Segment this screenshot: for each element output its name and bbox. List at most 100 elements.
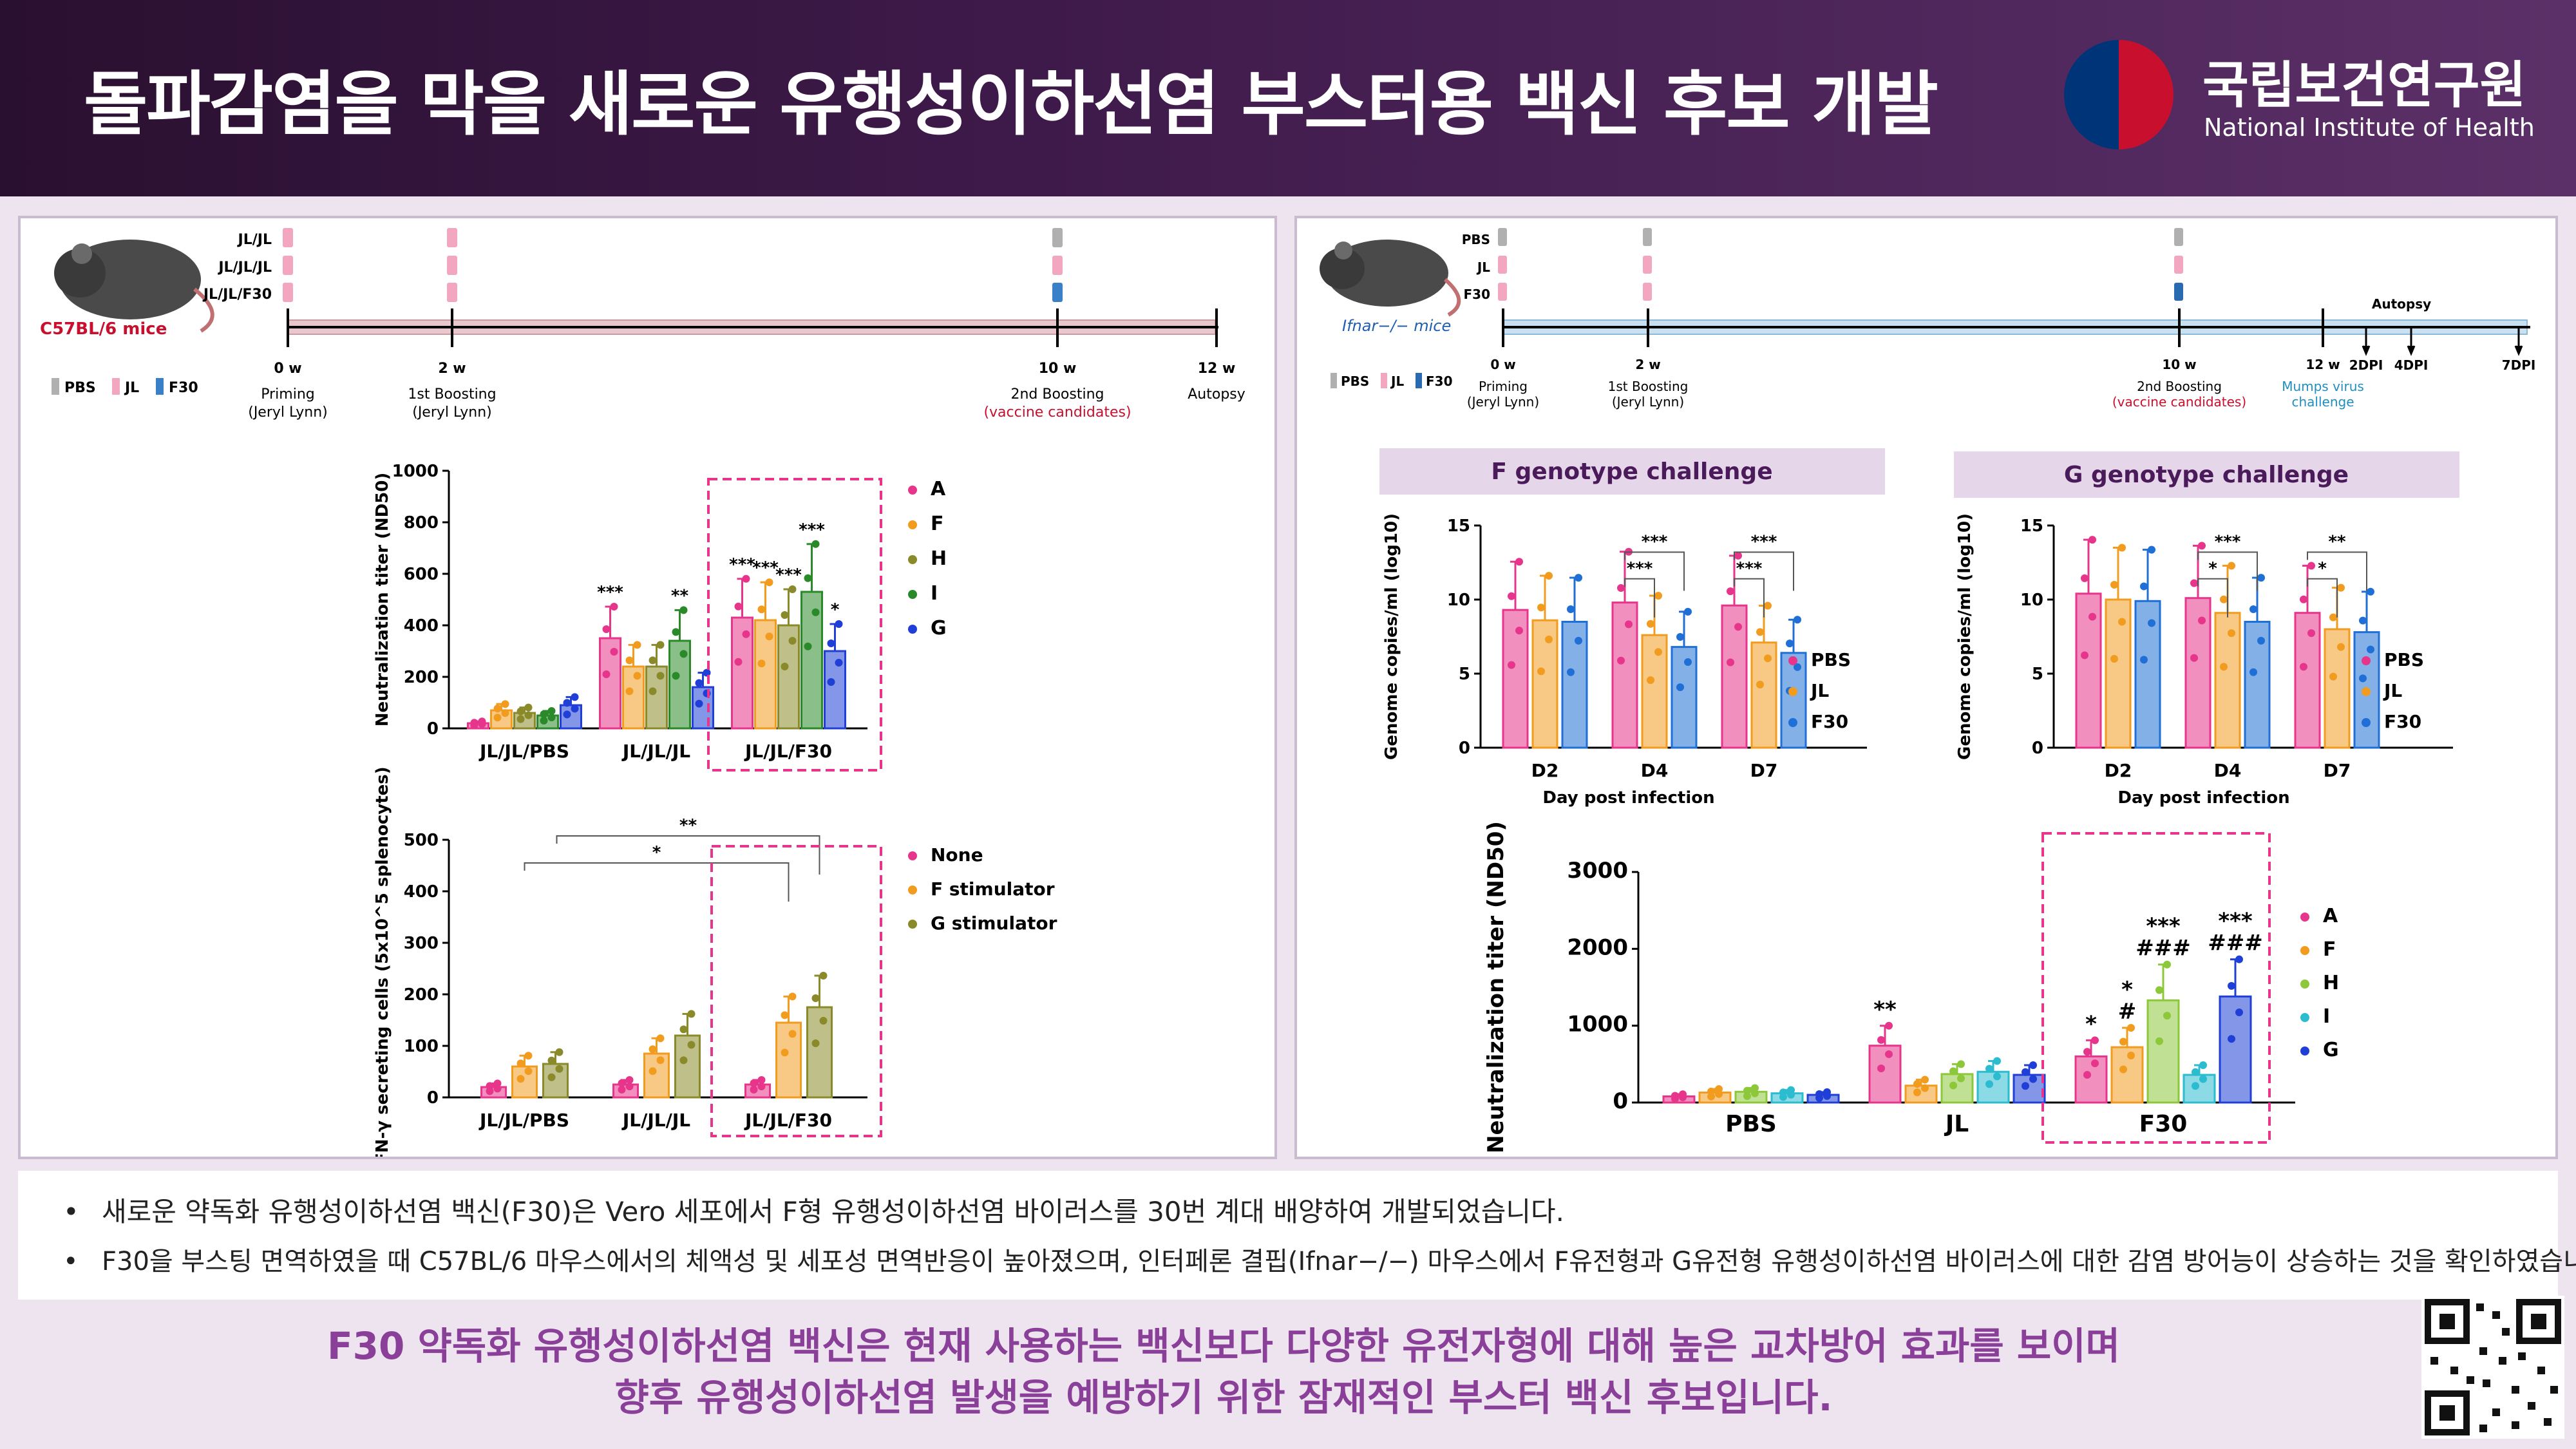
- neutralization-chart-ifnar: 0 1000 2000 3000 Neutralization titer (ND50)…: [1483, 821, 2339, 1153]
- chart-title: G genotype challenge: [2064, 462, 2349, 488]
- bar: [1750, 641, 1777, 749]
- data-point: [2367, 587, 2374, 596]
- data-point: [1537, 667, 1545, 676]
- data-point: [625, 1076, 634, 1084]
- legend-marker: [908, 920, 917, 929]
- significance-label: ***: [752, 558, 779, 578]
- y-tick-label: 5: [1459, 665, 1470, 684]
- autopsy-arrow: [2362, 328, 2371, 356]
- y-tick-label: 600: [404, 565, 439, 584]
- legend-label: JL: [1810, 680, 1829, 701]
- bullet: •: [63, 1196, 79, 1227]
- bar: [775, 1021, 802, 1099]
- y-axis-label: Genome copies/ml (log10): [1955, 513, 1975, 760]
- significance-label: ***: [1642, 532, 1668, 551]
- y-axis-label: Genome copies/ml (log10): [1382, 513, 1401, 760]
- chart-title-bar: [1954, 451, 2459, 498]
- data-point: [478, 717, 486, 726]
- data-point: [656, 641, 665, 649]
- data-point: [1537, 603, 1545, 612]
- x-tick-label: JL/JL/PBS: [478, 741, 569, 762]
- timeline-time: 10 w: [1039, 361, 1077, 377]
- data-point: [1985, 1065, 1993, 1073]
- x-tick-label: D7: [1750, 760, 1778, 781]
- data-point: [1617, 584, 1625, 592]
- y-tick-label: 300: [404, 934, 439, 953]
- legend-marker: [908, 555, 917, 564]
- data-point: [1684, 658, 1692, 667]
- legend-label: JL: [1390, 374, 1404, 389]
- legend-label: F: [2323, 938, 2336, 961]
- y-tick-label: 3000: [1567, 858, 1628, 884]
- x-tick-label: D4: [2214, 760, 2242, 781]
- legend-label: I: [931, 582, 938, 605]
- data-point: [633, 641, 641, 649]
- highlight-box: [707, 478, 882, 772]
- note-text: F30을 부스팅 면역하였을 때 C57BL/6 마우스에서의 체액성 및 세포…: [102, 1247, 2576, 1276]
- data-point: [1684, 607, 1692, 616]
- nih-logo-icon: [2064, 40, 2174, 149]
- data-point: [1913, 1080, 1921, 1088]
- timeline-event: 2nd Boosting: [1010, 386, 1104, 402]
- data-point: [1515, 558, 1523, 566]
- bar: [2244, 621, 2271, 749]
- data-point: [524, 1067, 533, 1075]
- data-point: [516, 715, 525, 723]
- note-item: • F30을 부스팅 면역하였을 때 C57BL/6 마우스에서의 체액성 및 세…: [63, 1240, 2576, 1278]
- significance-label: ***: [2218, 909, 2253, 934]
- timeline-time: 12 w: [1198, 361, 1236, 377]
- note-text: 새로운 약독화 유행성이하선염 백신(F30)은 Vero 세포에서 F형 유행…: [102, 1196, 1564, 1227]
- data-point: [750, 1086, 758, 1094]
- data-point: [1671, 1092, 1679, 1100]
- data-point: [571, 693, 579, 701]
- qr-code-icon[interactable]: [2421, 1296, 2564, 1439]
- data-point: [2249, 605, 2257, 613]
- significance-label: ***: [729, 555, 755, 574]
- significance-label: ***: [1751, 532, 1777, 551]
- data-point: [1885, 1021, 1893, 1030]
- f-genotype-chart: 0 5 10 15 Genome copies/ml (log10) Day post i…: [1382, 513, 1867, 808]
- data-point: [618, 1079, 626, 1087]
- x-tick-label: D4: [1641, 760, 1669, 781]
- data-point: [1779, 1088, 1787, 1097]
- legend-marker: [2362, 656, 2371, 665]
- bar: [1721, 604, 1748, 749]
- data-point: [1715, 1085, 1723, 1094]
- data-point: [2110, 581, 2118, 589]
- bar: [1611, 601, 1638, 749]
- y-tick-label: 0: [427, 719, 439, 739]
- data-point: [1545, 571, 1553, 580]
- timeline-event-sub: (Jeryl Lynn): [1612, 394, 1684, 410]
- legend-label: PBS: [64, 380, 96, 396]
- data-point: [1647, 676, 1654, 685]
- data-point: [633, 672, 641, 680]
- legend-label: A: [931, 478, 946, 500]
- header: 돌파감염을 막을 새로운 유행성이하선염 부스터용 백신 후보 개발 국립보건연…: [0, 0, 2576, 196]
- data-point: [1727, 658, 1734, 667]
- data-point: [734, 602, 743, 611]
- dpi-label: 4DPI: [2394, 357, 2429, 373]
- syringe-icon: [1498, 228, 1507, 301]
- data-point: [695, 699, 703, 708]
- x-tick-label: JL/JL/JL: [621, 1110, 690, 1131]
- bar: [2146, 999, 2180, 1104]
- data-point: [827, 639, 835, 647]
- bullet: •: [63, 1247, 79, 1276]
- data-point: [1949, 1081, 1957, 1090]
- data-point: [2228, 981, 2235, 990]
- data-point: [679, 650, 688, 658]
- data-point: [2119, 1037, 2127, 1046]
- data-point: [1885, 1050, 1893, 1058]
- dpi-label: 7DPI: [2502, 357, 2536, 373]
- significance-label: ***: [1627, 559, 1653, 578]
- group-label: PBS: [1462, 232, 1490, 247]
- timeline-time: 0 w: [274, 361, 301, 377]
- data-point: [2249, 668, 2257, 676]
- data-point: [2148, 545, 2155, 554]
- legend-marker: [2300, 1046, 2309, 1056]
- data-point: [2091, 1036, 2099, 1045]
- significance-label: *: [2121, 977, 2133, 1003]
- timeline-event: Mumps virus: [2282, 379, 2364, 394]
- syringe-icon: [1643, 228, 1652, 301]
- data-point: [501, 709, 509, 717]
